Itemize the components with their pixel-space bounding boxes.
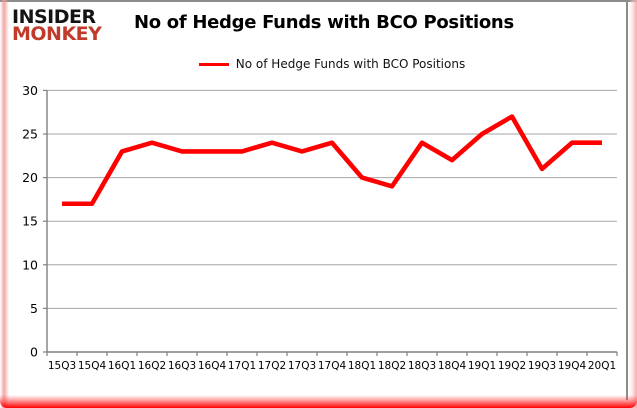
- legend-label: No of Hedge Funds with BCO Positions: [235, 57, 466, 71]
- x-tick-label: 16Q4: [198, 360, 227, 372]
- y-tick-label: 25: [22, 127, 38, 142]
- frame-top-border: [0, 0, 637, 2]
- x-tick-label: 18Q4: [438, 360, 467, 372]
- x-tick-label: 19Q2: [498, 360, 526, 372]
- x-tick-label: 16Q1: [108, 360, 136, 372]
- x-tick-label: 19Q1: [468, 360, 496, 372]
- x-tick-label: 20Q1: [588, 360, 616, 372]
- y-gridlines: [47, 89, 617, 309]
- x-tick-labels: 15Q3 15Q4 16Q1 16Q2 16Q3 16Q4 17Q1 17Q2 17Q3 17Q4…: [48, 360, 616, 372]
- y-tick-label: 5: [30, 301, 38, 316]
- y-tick-label: 30: [22, 83, 38, 98]
- chart-legend: No of Hedge Funds with BCO Positions: [47, 56, 617, 72]
- x-tick-label: 17Q4: [318, 360, 347, 372]
- logo-text-insider: INSIDER: [12, 6, 96, 28]
- x-tick-label: 15Q4: [78, 360, 107, 372]
- x-tick-label: 18Q3: [408, 360, 436, 372]
- x-tick-label: 18Q2: [378, 360, 406, 372]
- x-tick-label: 17Q3: [288, 360, 316, 372]
- x-tick-label: 17Q2: [258, 360, 286, 372]
- x-tick-label: 17Q1: [228, 360, 256, 372]
- y-tick-labels: 0 5 10 15 20 25 30: [22, 83, 38, 360]
- frame-bottom-glow: [0, 395, 637, 408]
- insider-monkey-logo: INSIDER MONKEY: [12, 6, 102, 45]
- frame-left-glow: [0, 0, 9, 408]
- series-line: [62, 114, 602, 207]
- y-tick-label: 0: [30, 345, 38, 360]
- axis-ticks: [43, 89, 618, 356]
- y-tick-label: 10: [22, 257, 38, 272]
- x-tick-label: 18Q1: [348, 360, 376, 372]
- x-tick-label: 19Q4: [558, 360, 587, 372]
- y-tick-label: 15: [22, 214, 38, 229]
- frame-right-glow: [629, 0, 637, 408]
- x-tick-label: 19Q3: [528, 360, 556, 372]
- x-tick-label: 15Q3: [48, 360, 76, 372]
- chart-title: No of Hedge Funds with BCO Positions: [134, 12, 514, 33]
- hedge-funds-line-series: [62, 114, 602, 207]
- frame-right-border: [626, 2, 628, 400]
- y-tick-label: 20: [22, 170, 38, 185]
- logo-text-monkey: MONKEY: [12, 23, 102, 45]
- x-tick-label: 16Q3: [168, 360, 196, 372]
- legend-line-swatch: [198, 62, 229, 66]
- x-tick-label: 16Q2: [138, 360, 166, 372]
